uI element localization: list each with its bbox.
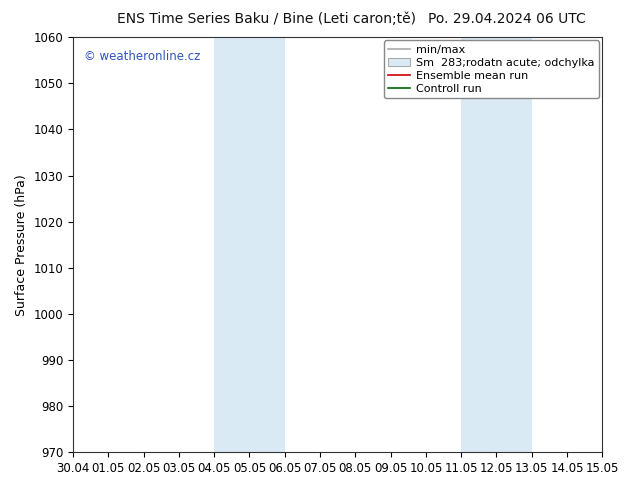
Legend: min/max, Sm  283;rodatn acute; odchylka, Ensemble mean run, Controll run: min/max, Sm 283;rodatn acute; odchylka, … xyxy=(384,41,599,98)
Bar xyxy=(214,37,285,452)
Text: ENS Time Series Baku / Bine (Leti caron;tě): ENS Time Series Baku / Bine (Leti caron;… xyxy=(117,12,416,26)
Text: Po. 29.04.2024 06 UTC: Po. 29.04.2024 06 UTC xyxy=(429,12,586,26)
Bar xyxy=(461,37,532,452)
Y-axis label: Surface Pressure (hPa): Surface Pressure (hPa) xyxy=(15,174,28,316)
Text: © weatheronline.cz: © weatheronline.cz xyxy=(84,49,200,63)
